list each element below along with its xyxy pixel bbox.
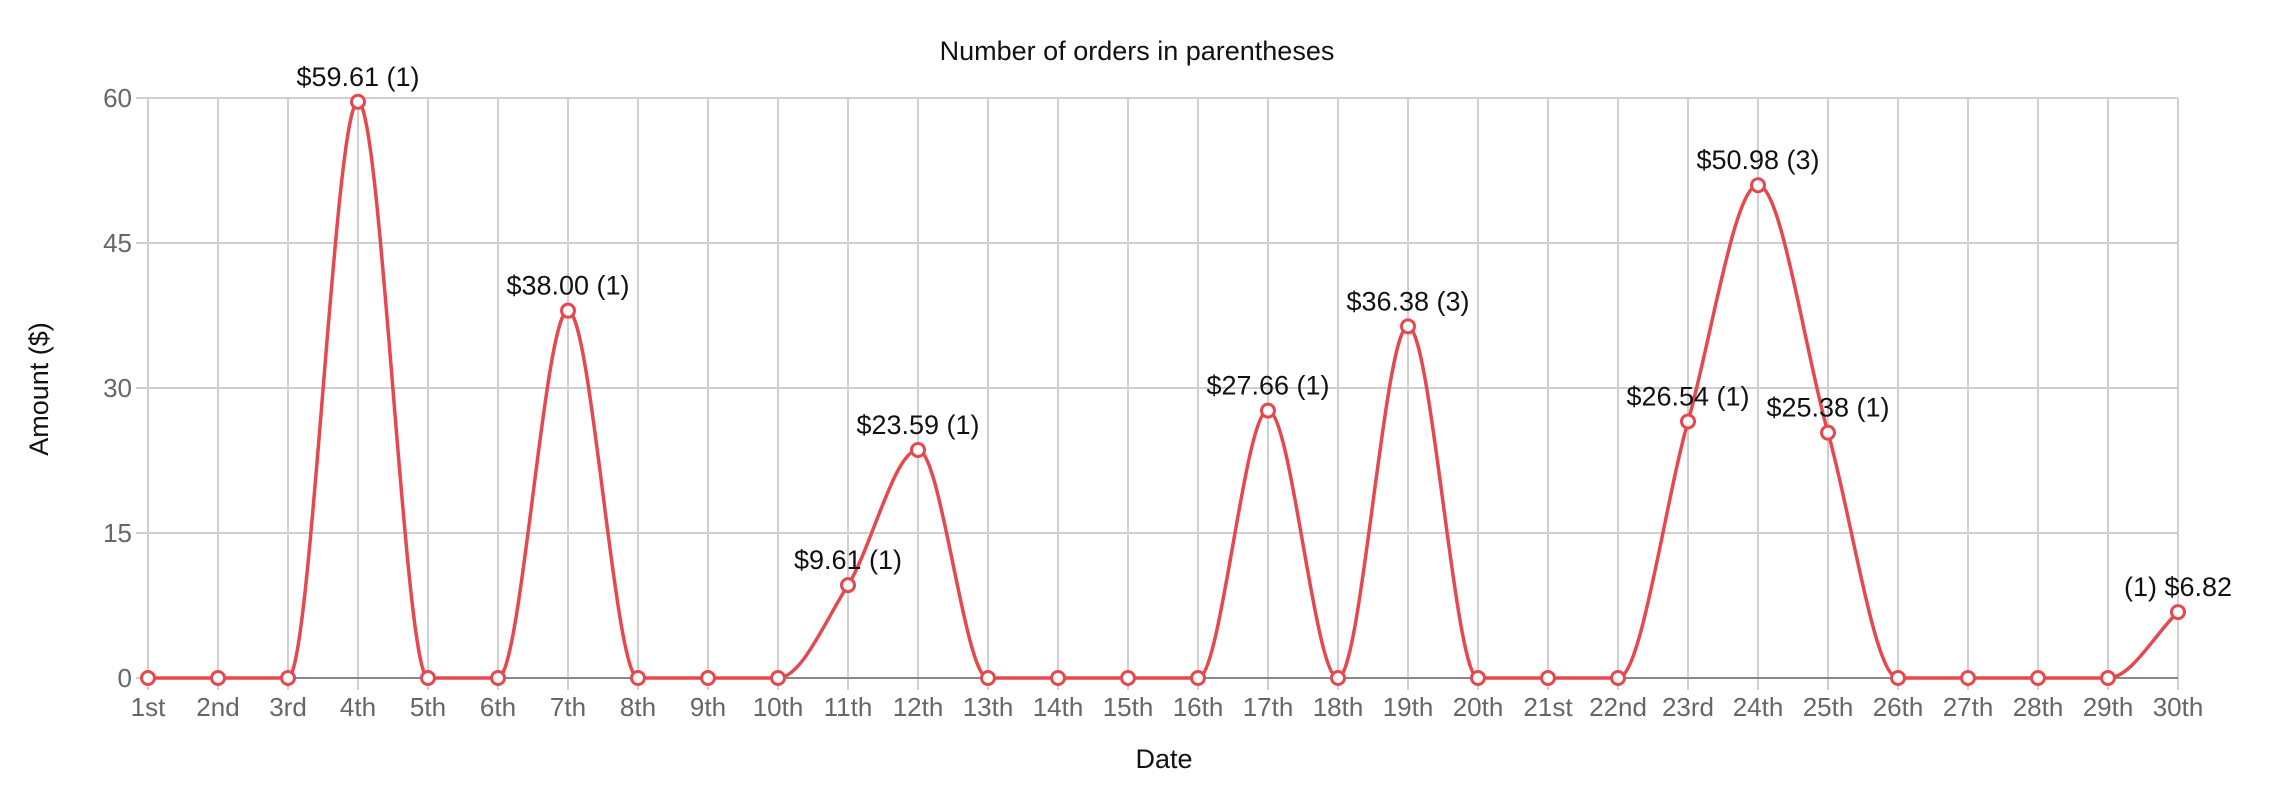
- x-tick-label: 9th: [690, 692, 726, 722]
- data-point: [1890, 670, 1906, 686]
- x-tick-label: 8th: [620, 692, 656, 722]
- grid: [136, 97, 2179, 690]
- data-point: [1470, 670, 1486, 686]
- x-tick-label: 1st: [131, 692, 166, 722]
- data-label: $26.54 (1): [1626, 381, 1749, 411]
- data-point: [1120, 670, 1136, 686]
- y-tick-label: 30: [103, 373, 132, 403]
- data-point: [770, 670, 786, 686]
- x-tick-label: 29th: [2083, 692, 2134, 722]
- y-axis-ticks: 0 15 30 45 60: [103, 83, 132, 693]
- data-point: [1190, 670, 1206, 686]
- data-point: [1610, 670, 1626, 686]
- data-label: $9.61 (1): [794, 545, 902, 575]
- data-point: [630, 670, 646, 686]
- x-tick-label: 23rd: [1662, 692, 1714, 722]
- y-tick-label: 45: [103, 228, 132, 258]
- data-point: [2170, 604, 2186, 621]
- data-point: [1960, 670, 1976, 686]
- x-tick-label: 30th: [2153, 692, 2204, 722]
- data-label: $59.61 (1): [296, 62, 419, 92]
- x-tick-label: 2nd: [196, 692, 239, 722]
- data-point: [1400, 318, 1416, 335]
- data-point: [1750, 177, 1766, 194]
- data-label: $23.59 (1): [856, 410, 979, 440]
- data-point: [210, 670, 226, 686]
- data-point: [2100, 670, 2116, 686]
- data-point: [420, 670, 436, 686]
- series-group: [140, 93, 2186, 686]
- data-point: [1260, 402, 1276, 419]
- chart-title: Number of orders in parentheses: [940, 36, 1335, 66]
- data-label: (1) $6.82: [2124, 572, 2232, 602]
- data-point: [1330, 670, 1346, 686]
- data-label: $50.98 (3): [1696, 145, 1819, 175]
- x-tick-label: 13th: [963, 692, 1014, 722]
- data-point: [980, 670, 996, 686]
- data-labels: $59.61 (1) $38.00 (1) $9.61 (1) $23.59 (1) $…: [296, 62, 2232, 602]
- data-point: [350, 93, 366, 110]
- x-tick-label: 25th: [1803, 692, 1854, 722]
- data-label: $27.66 (1): [1206, 371, 1329, 401]
- x-tick-label: 28th: [2013, 692, 2064, 722]
- x-tick-label: 7th: [550, 692, 586, 722]
- data-label: $36.38 (3): [1346, 286, 1469, 316]
- x-tick-label: 26th: [1873, 692, 1924, 722]
- data-point: [1050, 670, 1066, 686]
- x-tick-label: 17th: [1243, 692, 1294, 722]
- data-label: $25.38 (1): [1766, 393, 1889, 423]
- x-axis-title: Date: [1135, 744, 1192, 774]
- data-point: [1820, 424, 1836, 441]
- series-line: [148, 100, 2180, 680]
- data-label: $38.00 (1): [506, 271, 629, 301]
- data-point: [910, 441, 926, 458]
- x-tick-label: 3rd: [269, 692, 307, 722]
- x-tick-label: 12th: [893, 692, 944, 722]
- x-tick-label: 22nd: [1589, 692, 1647, 722]
- x-tick-label: 14th: [1033, 692, 1084, 722]
- data-point: [560, 302, 576, 319]
- x-tick-label: 21st: [1523, 692, 1573, 722]
- data-point: [2030, 670, 2046, 686]
- y-axis-title: Amount ($): [24, 322, 54, 456]
- y-tick-label: 15: [103, 518, 132, 548]
- x-tick-label: 4th: [340, 692, 376, 722]
- x-tick-label: 20th: [1453, 692, 1504, 722]
- x-tick-label: 11th: [824, 692, 873, 722]
- data-point: [280, 670, 296, 686]
- x-tick-label: 6th: [480, 692, 516, 722]
- y-tick-label: 60: [103, 83, 132, 113]
- x-tick-label: 16th: [1173, 692, 1224, 722]
- data-point: [1540, 670, 1556, 686]
- x-tick-label: 18th: [1313, 692, 1364, 722]
- x-tick-label: 27th: [1943, 692, 1994, 722]
- x-tick-label: 15th: [1103, 692, 1154, 722]
- data-point: [490, 670, 506, 686]
- data-point: [700, 670, 716, 686]
- x-tick-label: 10th: [753, 692, 804, 722]
- x-tick-label: 5th: [410, 692, 446, 722]
- x-tick-label: 19th: [1383, 692, 1434, 722]
- data-point: [1680, 413, 1696, 430]
- data-point: [140, 670, 156, 686]
- x-axis-ticks: 1st 2nd 3rd 4th 5th 6th 7th 8th 9th 10th 11th 12th 1…: [131, 692, 2204, 722]
- x-tick-label: 24th: [1733, 692, 1784, 722]
- y-tick-label: 0: [118, 663, 132, 693]
- data-point: [840, 577, 856, 594]
